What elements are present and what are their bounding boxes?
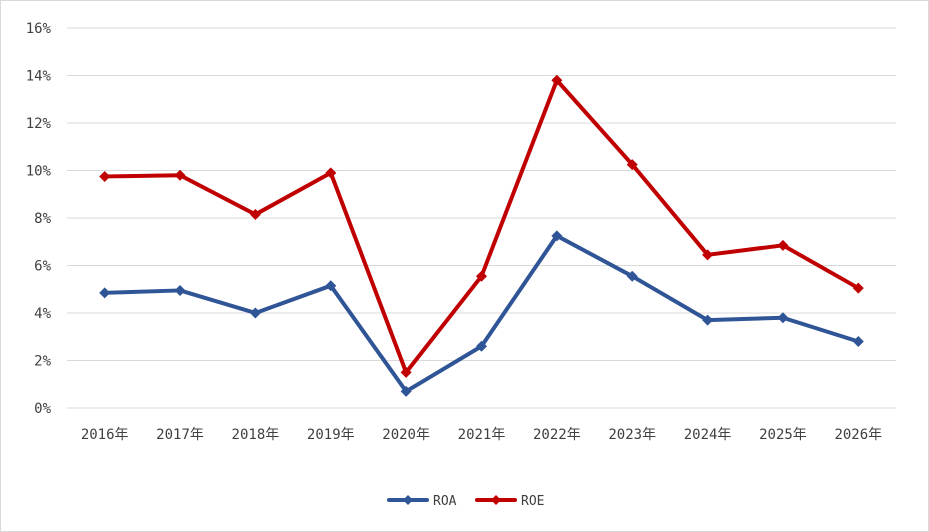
x-tick-label: 2020年 — [382, 427, 430, 443]
data-point-marker — [702, 314, 714, 326]
legend-label: ROA — [433, 494, 457, 509]
data-point-marker — [325, 167, 337, 179]
x-tick-label: 2018年 — [232, 427, 280, 443]
data-point-marker — [626, 159, 638, 171]
data-point-marker — [174, 284, 186, 296]
y-tick-label: 4% — [34, 306, 51, 322]
data-point-marker — [99, 287, 111, 299]
x-tick-label: 2024年 — [684, 427, 732, 443]
legend-label: ROE — [521, 494, 544, 509]
x-tick-label: 2026年 — [834, 427, 882, 443]
series-line — [102, 78, 861, 375]
legend-marker — [491, 495, 501, 505]
data-point-marker — [551, 74, 563, 86]
y-tick-label: 12% — [26, 116, 52, 132]
y-tick-label: 0% — [34, 401, 51, 417]
data-point-marker — [174, 169, 186, 181]
data-point-marker — [476, 270, 487, 282]
series-lines — [99, 74, 864, 397]
data-point-marker — [476, 340, 487, 352]
y-axis-tick-labels: 0% 2% 4% 6% 8% 10% 12% 14% 16% — [26, 21, 52, 417]
legend-item-roe: ROE — [475, 494, 544, 509]
data-point-marker — [852, 282, 864, 294]
y-tick-label: 8% — [34, 211, 51, 227]
y-tick-label: 6% — [34, 259, 51, 275]
data-point-marker — [777, 239, 789, 251]
y-tick-label: 16% — [26, 21, 52, 37]
x-tick-label: 2019年 — [307, 427, 355, 443]
data-point-marker — [99, 170, 111, 182]
series-roa — [99, 230, 864, 397]
legend-marker — [403, 495, 413, 505]
data-point-marker — [551, 230, 563, 242]
series-roe — [99, 74, 864, 378]
x-tick-label: 2025年 — [759, 427, 807, 443]
x-tick-label: 2021年 — [458, 427, 506, 443]
data-point-marker — [249, 208, 261, 220]
data-point-marker — [777, 312, 789, 324]
x-tick-label: 2016年 — [81, 427, 129, 443]
data-point-marker — [400, 385, 412, 397]
series-line — [102, 233, 861, 394]
legend: ROA ROE — [387, 494, 544, 509]
x-tick-label: 2023年 — [608, 427, 656, 443]
data-point-marker — [852, 336, 864, 347]
x-tick-label: 2017年 — [156, 427, 204, 443]
y-tick-label: 14% — [26, 69, 52, 85]
data-point-marker — [400, 366, 412, 378]
legend-item-roa: ROA — [387, 494, 457, 509]
gridlines — [67, 27, 896, 409]
data-point-marker — [325, 280, 337, 292]
data-point-marker — [249, 307, 261, 319]
data-point-marker — [626, 270, 638, 282]
x-tick-label: 2022年 — [533, 427, 581, 443]
y-tick-label: 2% — [34, 354, 51, 370]
data-point-marker — [702, 249, 714, 261]
x-axis-tick-labels: 2016年 2017年 2018年 2019年 2020年 2021年 2022年 2023年… — [81, 427, 882, 443]
y-tick-label: 10% — [26, 164, 52, 180]
